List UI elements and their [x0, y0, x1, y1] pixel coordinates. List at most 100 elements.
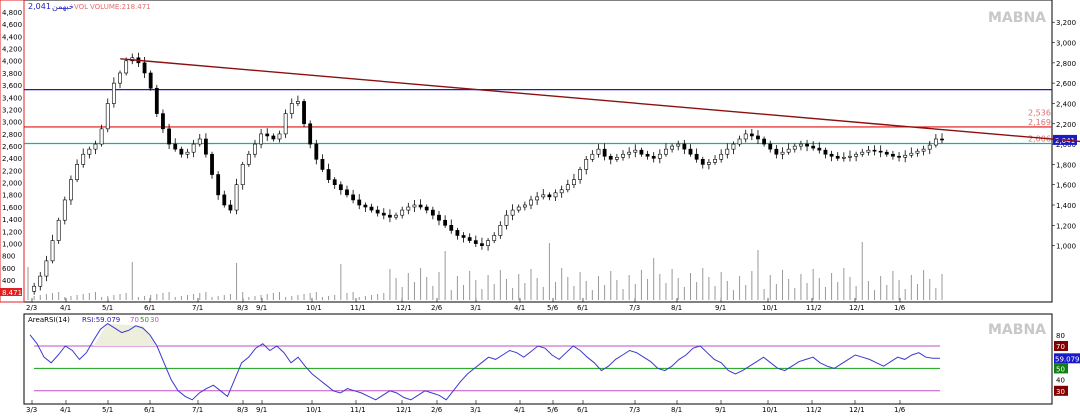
candle-body: [314, 143, 319, 160]
candle-body: [940, 138, 944, 141]
volume-bar: [775, 284, 777, 300]
candle-body: [332, 179, 337, 185]
volume-bar: [52, 293, 54, 300]
candle-body: [222, 194, 227, 206]
candle-body: [799, 143, 803, 147]
volume-bar: [150, 295, 152, 300]
candle-body: [173, 143, 178, 150]
candle-body: [277, 133, 282, 140]
volume-bar: [898, 280, 900, 300]
last-price-header: 2,041: [28, 2, 51, 11]
volume-bar: [935, 288, 937, 300]
volume-bar: [910, 275, 912, 300]
candle-body: [473, 240, 478, 244]
candle-body: [688, 148, 693, 155]
candle-body: [240, 164, 245, 185]
main-panel-frame: [23, 0, 1053, 303]
volume-bar: [321, 297, 323, 300]
candle-body: [706, 162, 711, 165]
volume-bar: [677, 278, 679, 300]
candle-body: [817, 147, 822, 151]
volume-bar: [499, 270, 501, 300]
candle-body: [394, 214, 398, 218]
candle-body: [614, 156, 619, 160]
volume-bar: [806, 283, 808, 300]
candle-body: [866, 149, 871, 153]
x-tick-label: 3/1: [470, 406, 481, 414]
x-tick-label: 4/1: [514, 304, 525, 312]
indicator-label: AreaRSI(14): [28, 316, 70, 324]
x-tick-label: 7/3: [629, 406, 640, 414]
candle-body: [872, 149, 877, 152]
volume-bar: [788, 279, 790, 300]
trendline[interactable]: [120, 58, 1080, 174]
volume-value: VOLUME:218.471: [90, 3, 151, 11]
volume-bar: [573, 286, 575, 300]
candle-body: [933, 138, 938, 146]
candle-body: [357, 199, 362, 206]
volume-bar: [665, 283, 667, 300]
left-y-tick-label: 1,400: [2, 216, 22, 224]
candle-body: [430, 209, 435, 216]
candle-body: [167, 128, 171, 145]
rsi-line: [29, 322, 940, 401]
volume-bar: [328, 296, 330, 300]
volume-bar: [628, 275, 630, 300]
candle-body: [320, 159, 325, 170]
right-y-tick-label: 2,200: [1056, 121, 1076, 129]
volume-bar: [186, 295, 188, 300]
candle-body: [823, 149, 828, 155]
candle-body: [161, 113, 165, 130]
volume-bar: [561, 268, 563, 300]
candle-body: [743, 133, 748, 140]
volume-bar: [874, 290, 876, 300]
x-tick-label: 6/1: [144, 304, 155, 312]
rsi-y-tick-label: 40: [1056, 377, 1065, 385]
x-tick-label: 10/1: [306, 304, 322, 312]
right-y-tick-label: 1,400: [1056, 202, 1076, 210]
candle-body: [203, 138, 208, 155]
volume-bar: [383, 293, 385, 300]
rsi-level-30-label: 30: [150, 316, 159, 324]
volume-bar: [309, 293, 311, 300]
volume-bar: [714, 286, 716, 300]
x-tick-label: 2/6: [431, 406, 443, 414]
x-tick-label: 11/2: [806, 304, 822, 312]
volume-bar: [432, 286, 434, 300]
volume-bar: [548, 243, 550, 300]
candle-body: [829, 153, 834, 157]
x-tick-label: 4/1: [514, 406, 525, 414]
rsi-level-50-label: 50: [140, 316, 149, 324]
volume-bar: [579, 272, 581, 300]
left-y-tick-label: 4,800: [2, 9, 22, 17]
volume-bar: [285, 297, 287, 300]
volume-bar: [272, 293, 274, 300]
candle-body: [921, 148, 926, 152]
candle-body: [927, 144, 932, 150]
volume-bar: [923, 270, 925, 300]
candle-body: [50, 240, 55, 262]
x-tick-label: 7/3: [629, 304, 640, 312]
rsi-last-tag: [1054, 353, 1080, 364]
candle-body: [363, 204, 368, 208]
volume-bar: [456, 276, 458, 300]
volume-bar: [800, 274, 802, 300]
candle-body: [645, 153, 650, 157]
x-tick-label: 8/1: [671, 406, 682, 414]
left-y-tick-label: 1,200: [2, 228, 22, 236]
x-tick-label: 10/1: [306, 406, 322, 414]
candle-body: [651, 155, 656, 159]
rsi-level-tag-50: [1054, 363, 1068, 374]
x-tick-label: 9/1: [715, 406, 726, 414]
volume-bar: [542, 287, 544, 300]
candle-body: [584, 159, 589, 170]
candle-body: [486, 240, 490, 246]
volume-bar: [162, 293, 164, 300]
candle-body: [498, 225, 503, 236]
volume-bar: [512, 288, 514, 300]
candle-body: [510, 209, 515, 216]
volume-bar: [180, 296, 182, 300]
x-tick-label: 6/1: [144, 406, 155, 414]
